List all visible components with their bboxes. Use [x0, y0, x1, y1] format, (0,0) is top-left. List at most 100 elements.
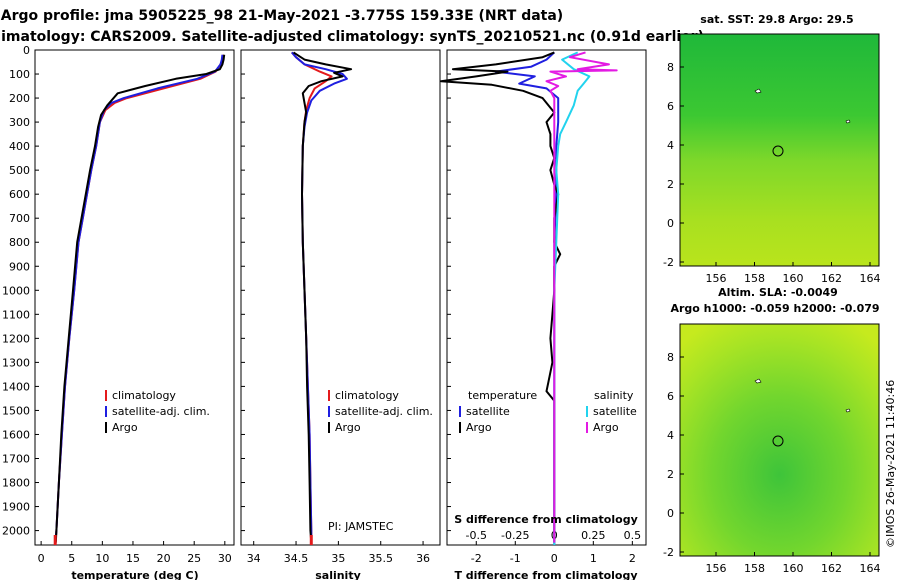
- x-tick-label: 0: [551, 552, 558, 565]
- series-line-climatology: [54, 54, 225, 546]
- sla-island-shape: [754, 378, 762, 384]
- legend-argo-swatch: [328, 422, 330, 433]
- depth-tick-label: 500: [9, 164, 30, 177]
- x-tick-label: 0: [38, 552, 45, 565]
- legend-argo-swatch: [105, 422, 107, 433]
- title-line-2: Climatology: CARS2009. Satellite-adjuste…: [0, 29, 704, 45]
- difference-legend: temperature salinity satellite Argo sate…: [459, 389, 637, 434]
- temperature-legend: climatology satellite-adj. clim. Argo: [105, 389, 210, 434]
- depth-tick-label: 900: [9, 260, 30, 273]
- depth-tick-label: 1800: [2, 477, 30, 490]
- s-difference-axis-label: S difference from climatology: [454, 513, 638, 526]
- imos-timestamp: ©IMOS 26-May-2021 11:40:46: [884, 380, 897, 548]
- salinity-legend: climatology satellite-adj. clim. Argo: [328, 389, 433, 434]
- legend-climatology-swatch: [328, 390, 330, 401]
- depth-tick-label: 1500: [2, 404, 30, 417]
- map-y-tick-label: 4: [667, 139, 674, 152]
- salinity-series: [291, 51, 353, 545]
- legend-climatology-swatch: [105, 390, 107, 401]
- map-x-tick-label: 164: [860, 562, 881, 575]
- difference-series: [440, 51, 618, 545]
- s-tick-label: 0.5: [624, 529, 642, 542]
- temperature-series: [53, 54, 226, 546]
- sla-argo-location-marker: [772, 435, 784, 447]
- salinity-x-axis: 34 34.5 35 35.5 36: [241, 49, 430, 565]
- map-y-tick-label: 2: [667, 468, 674, 481]
- sla-map: Altim. SLA: -0.0049 Argo h1000: -0.059 h…: [663, 286, 880, 575]
- legend-s-satellite-swatch: [586, 406, 588, 417]
- series-line-argo: [440, 51, 562, 543]
- map-y-tick-label: 2: [667, 178, 674, 191]
- sla-map-field: [679, 323, 880, 557]
- sst-map-axes: 156 158 160 162 164 8 6 4 2 0 -2: [663, 61, 880, 285]
- s-tick-label: 0.25: [581, 529, 606, 542]
- sst-map-title: sat. SST: 29.8 Argo: 29.5: [700, 13, 853, 26]
- title-line-1: Argo profile: jma 5905225_98 21-May-2021…: [1, 8, 563, 24]
- x-tick-label: 35: [331, 552, 345, 565]
- depth-tick-label: 0: [23, 44, 30, 57]
- x-tick-label: 34.5: [284, 552, 309, 565]
- x-tick-label: 25: [187, 552, 201, 565]
- legend-t-satellite-swatch: [459, 406, 461, 417]
- depth-tick-label: 600: [9, 188, 30, 201]
- series-line-satellite: [553, 51, 591, 545]
- depth-tick-label: 700: [9, 212, 30, 225]
- legend-t-satellite-label: satellite: [466, 405, 510, 418]
- map-y-tick-label: -2: [663, 256, 674, 269]
- legend-satellite-swatch: [105, 406, 107, 417]
- legend-satellite-label: satellite-adj. clim.: [112, 405, 210, 418]
- map-x-tick-label: 158: [744, 272, 765, 285]
- sst-map: sat. SST: 29.8 Argo: 29.5 156 158 160 162 16…: [663, 13, 880, 285]
- map-x-tick-label: 164: [860, 272, 881, 285]
- sst-argo-location-marker: [772, 145, 784, 157]
- sla-map-title-1: Altim. SLA: -0.0049: [718, 286, 838, 299]
- depth-tick-label: 1600: [2, 428, 30, 441]
- depth-tick-label: 1700: [2, 452, 30, 465]
- depth-tick-label: 1300: [2, 356, 30, 369]
- legend-climatology-label: climatology: [112, 389, 176, 402]
- pi-annotation: PI: JAMSTEC: [328, 520, 394, 533]
- depth-tick-label: 2000: [2, 525, 30, 538]
- s-difference-axis: -0.5 -0.25 0 0.25 0.5: [466, 529, 642, 542]
- depth-tick-label: 800: [9, 236, 30, 249]
- x-tick-label: 35.5: [368, 552, 393, 565]
- sla-island-shape: [845, 408, 851, 413]
- s-tick-label: -0.25: [501, 529, 529, 542]
- map-y-tick-label: 0: [667, 507, 674, 520]
- x-tick-label: 2: [629, 552, 636, 565]
- sst-island-shape: [845, 119, 851, 124]
- sst-island-shape: [754, 88, 762, 94]
- map-x-tick-label: 156: [706, 562, 727, 575]
- map-y-tick-label: 8: [667, 61, 674, 74]
- map-y-tick-label: -2: [663, 546, 674, 559]
- salinity-panel-frame: [240, 49, 441, 546]
- map-x-tick-label: 162: [821, 272, 842, 285]
- sla-map-axes: 156 158 160 162 164 8 6 4 2 0 -2: [663, 351, 880, 575]
- temperature-panel-frame: [34, 49, 235, 546]
- temperature-axis-label: temperature (deg C): [71, 569, 198, 580]
- map-x-tick-label: 158: [744, 562, 765, 575]
- x-tick-label: 5: [68, 552, 75, 565]
- depth-tick-label: 1400: [2, 380, 30, 393]
- x-tick-label: -2: [471, 552, 482, 565]
- map-x-tick-label: 160: [783, 272, 804, 285]
- sst-map-field: [679, 33, 880, 267]
- legend-satellite-swatch: [328, 406, 330, 417]
- difference-panel-frame: [446, 49, 647, 546]
- x-tick-label: 1: [590, 552, 597, 565]
- salinity-axis-label: salinity: [315, 569, 361, 580]
- depth-tick-label: 200: [9, 92, 30, 105]
- legend-climatology-label: climatology: [335, 389, 399, 402]
- temperature-panel: 0100200300400500600700800900100011001200…: [2, 44, 235, 580]
- x-tick-label: 34: [247, 552, 261, 565]
- depth-tick-label: 1100: [2, 308, 30, 321]
- series-line-satellite-adj-clim-: [291, 51, 348, 545]
- series-line-argo: [545, 51, 618, 543]
- t-difference-x-axis: -2 -1 0 1 2: [447, 49, 636, 565]
- legend-t-argo-swatch: [459, 422, 461, 433]
- legend-s-satellite-label: satellite: [593, 405, 637, 418]
- legend-argo-label: Argo: [335, 421, 361, 434]
- sla-map-title-2: Argo h1000: -0.059 h2000: -0.079: [670, 302, 879, 315]
- series-line-argo: [54, 54, 226, 543]
